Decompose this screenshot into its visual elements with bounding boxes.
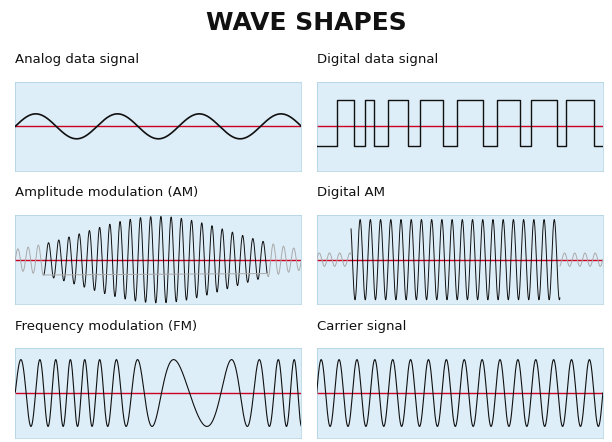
Text: Amplitude modulation (AM): Amplitude modulation (AM) <box>15 187 198 199</box>
Text: Analog data signal: Analog data signal <box>15 53 140 66</box>
Text: Digital data signal: Digital data signal <box>317 53 438 66</box>
Text: Carrier signal: Carrier signal <box>317 320 406 333</box>
Text: WAVE SHAPES: WAVE SHAPES <box>206 11 406 35</box>
Text: Digital AM: Digital AM <box>317 187 385 199</box>
Text: Frequency modulation (FM): Frequency modulation (FM) <box>15 320 198 333</box>
